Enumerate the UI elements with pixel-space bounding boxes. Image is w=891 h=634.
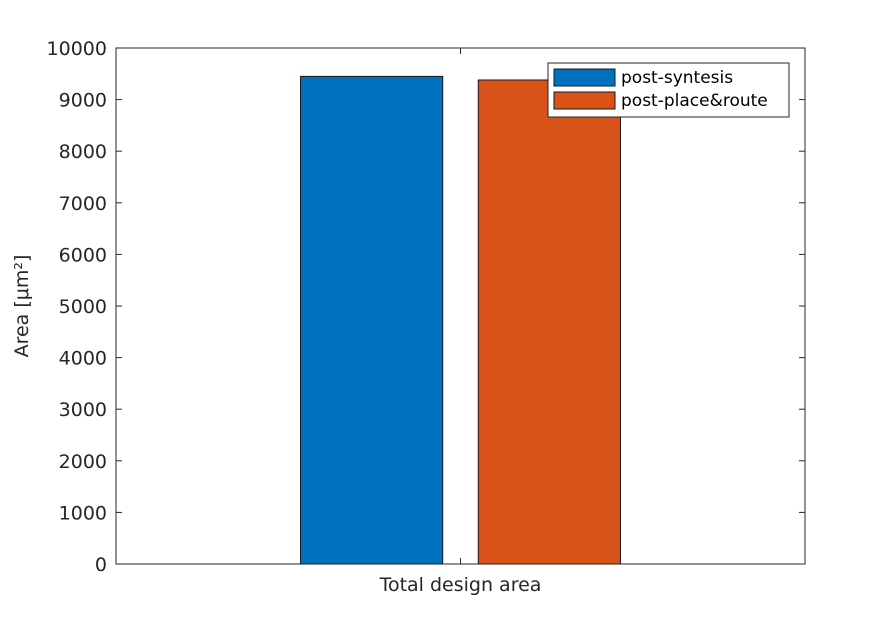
bars [300,75,621,565]
y-tick-label: 9000 [59,90,107,112]
bar-post-place-route [477,79,621,565]
legend-swatch [553,68,616,87]
y-tick-label: 3000 [59,399,107,421]
y-tick-label: 7000 [59,193,107,215]
y-tick-label: 4000 [59,348,107,370]
y-axis-label: Area [μm²] [11,255,33,358]
y-tick-label: 5000 [59,296,107,318]
axis-ticks [116,47,805,565]
bar-post-syntesis [300,75,444,565]
y-tick-label: 6000 [59,244,107,266]
legend-label: post-place&route [621,91,768,111]
x-tick-labels: Total design area [379,574,542,596]
plot-area [115,47,806,565]
legend-label: post-syntesis [621,68,733,88]
y-tick-label: 0 [95,554,107,576]
y-tick-label: 8000 [59,141,107,163]
x-tick-label: Total design area [379,574,542,596]
y-tick-label: 1000 [59,502,107,524]
legend-swatch [553,91,616,110]
y-tick-labels: 0 1000 2000 3000 4000 5000 6000 7000 8000 9000 100… [47,38,107,576]
y-tick-label: 10000 [47,38,107,60]
y-tick-label: 2000 [59,451,107,473]
legend: post-syntesis post-place&route [547,62,790,118]
